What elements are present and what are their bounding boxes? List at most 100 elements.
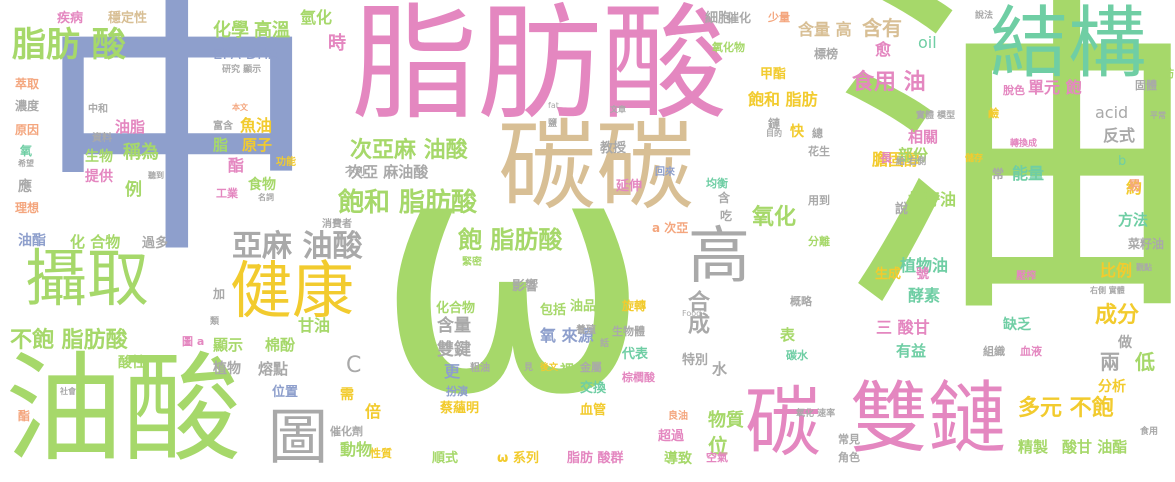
- word-carbon-carbon: 碳碳: [498, 110, 695, 224]
- word-excessive: 過多: [142, 236, 169, 251]
- word-inside: 裡: [560, 363, 574, 379]
- word-sat-fatty-acid-2: 飽 脂肪酸: [458, 226, 563, 254]
- word-triglyceride: 三 酸甘: [876, 318, 930, 337]
- word-hope: 希望: [18, 159, 34, 168]
- word-kind: 類: [210, 317, 220, 327]
- word-unfavorable: 不利: [345, 167, 365, 178]
- word-research-shows: 研究 顯示: [222, 65, 262, 75]
- word-unsaturated-fatty-acid: 不飽 脂肪酸: [10, 328, 128, 353]
- word-role: 角色: [838, 451, 860, 464]
- word-oil-product: 油品: [570, 299, 597, 314]
- word-glycerol: 甘油: [298, 316, 331, 335]
- word-fish-oil: 魚油: [240, 116, 273, 135]
- word-fig-a: 圖 a: [182, 335, 205, 348]
- word-epa-dha: EPA DHA: [213, 45, 279, 63]
- word-table: 表: [780, 326, 796, 344]
- word-easy: 易: [1128, 179, 1142, 194]
- word-when: 時: [328, 33, 346, 54]
- word-storage: 儲存: [965, 154, 984, 164]
- word-oil-ester: 油酯: [18, 233, 46, 249]
- word-professor: 教授: [600, 141, 627, 156]
- word-grease: 油脂: [115, 118, 146, 136]
- word-oxide: 氧化物: [712, 41, 745, 54]
- word-alkali: 鹼: [988, 107, 999, 120]
- word-disease: 疾病: [57, 11, 84, 26]
- word-ratio: 比例: [1100, 261, 1133, 280]
- word-decolor: 脫色: [1003, 84, 1025, 97]
- word-gossypol: 棉酚: [265, 336, 296, 354]
- word-neutralize: 中和: [88, 104, 108, 115]
- word-linoleic-acid: 亞麻 油酸: [232, 229, 363, 264]
- word-animal: 動物: [340, 440, 373, 459]
- word-two: 兩: [1100, 350, 1120, 374]
- word-pressing: 壓榨: [1016, 271, 1036, 282]
- word-energy: 能量: [1012, 164, 1045, 183]
- word-fatty-acid-split: 脂肪 酸: [12, 25, 126, 65]
- word-low: 低: [1135, 350, 1155, 374]
- word-figure: 圖: [268, 403, 328, 473]
- word-exceed: 超過: [658, 429, 685, 444]
- word-fat-small: 脂肪: [1152, 67, 1174, 80]
- word-extract: 萃取: [15, 77, 40, 91]
- word-eat: 吃: [720, 209, 733, 223]
- word-part: 部份: [898, 146, 929, 164]
- word-good-oil: 良油: [668, 411, 688, 422]
- word-omega-series: ω 系列: [497, 451, 539, 466]
- word-consumer: 消費者: [322, 219, 352, 230]
- word-b: b: [1118, 154, 1127, 169]
- word-fat-en: fat: [548, 101, 559, 110]
- word-called: 稱為: [123, 142, 159, 163]
- word-atom: 原子: [242, 136, 273, 154]
- word-fatty-acid-group: 脂肪 酸群: [567, 451, 624, 466]
- word-fast: 快: [790, 124, 804, 140]
- word-concentration: 濃度: [15, 99, 40, 113]
- word-ester: 酯: [228, 156, 245, 175]
- word-data: 資料: [92, 133, 112, 144]
- word-used: 用到: [808, 194, 830, 207]
- word-alpha-linolenic-2: 次亞 麻油酸: [348, 163, 429, 181]
- word-position: 位: [708, 434, 728, 458]
- word-air: 空氣: [706, 451, 728, 464]
- word-convert: 轉換成: [1010, 139, 1038, 149]
- word-methyl-ester: 甲酯: [760, 67, 787, 82]
- word-cause: 導致: [664, 451, 692, 467]
- word-generate: 生成: [875, 267, 902, 282]
- word-biology: 生物: [85, 149, 113, 165]
- word-you: 油: [830, 0, 1175, 365]
- word-tight: 緊密: [462, 257, 482, 268]
- word-edible-oil: 食用 油: [852, 70, 926, 95]
- word-cis: 順式: [432, 451, 459, 466]
- word-article: 文章: [610, 105, 626, 114]
- word-do: 做: [1118, 335, 1132, 351]
- word-trans: 反式: [1103, 126, 1136, 145]
- word-industry: 工業: [216, 187, 238, 200]
- word-structure: 結構: [990, 0, 1147, 89]
- word-refined: 精製: [1018, 438, 1049, 456]
- word-include: 包括: [540, 303, 567, 318]
- word-balance: 均衡: [706, 177, 728, 190]
- word-separate: 分離: [808, 235, 830, 248]
- word-ester-2: 酯: [18, 409, 31, 423]
- word-see: 見: [524, 363, 534, 373]
- word-content: 含量: [437, 316, 471, 336]
- word-right-solid: 右側 實體: [1090, 286, 1125, 295]
- word-special: 特別: [682, 353, 709, 368]
- word-display: 顯示: [213, 336, 244, 354]
- word-saturated-fat: 飽和 脂肪: [748, 90, 818, 109]
- word-small-amount: 少量: [768, 11, 790, 24]
- word-cholesterol: 膽固醇: [872, 150, 921, 169]
- word-c: C: [346, 353, 362, 378]
- word-zhong: 中: [35, 0, 320, 293]
- word-viewpoint: 觀點: [1136, 263, 1152, 272]
- word-location: 位置: [272, 385, 299, 400]
- word-breeding: 養殖: [576, 325, 596, 336]
- word-heard: 聽到: [148, 171, 164, 180]
- word-synthesis: 合成: [684, 290, 709, 334]
- word-overview: 概略: [790, 295, 812, 308]
- word-add: 加: [213, 287, 226, 301]
- word-usually: 平常: [1150, 111, 1166, 120]
- word-salt: 鹽: [548, 119, 558, 129]
- word-crude-oil: 粗油: [470, 363, 490, 374]
- word-more-2: 更: [444, 362, 461, 381]
